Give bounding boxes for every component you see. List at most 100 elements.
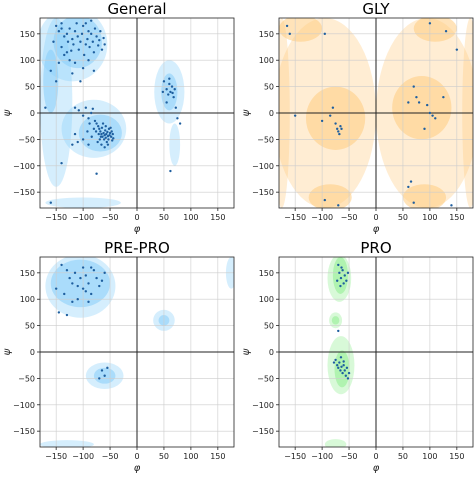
data-point (170, 85, 174, 88)
panel-pre-pro: −150 −100 −50 0 50 100 150 −150 −100 −50 0 50 100 150… (2, 239, 235, 474)
data-point (68, 27, 71, 30)
favored-region (413, 18, 457, 42)
data-point (54, 287, 58, 290)
data-point (109, 126, 112, 129)
data-point (339, 356, 343, 359)
favored-region (332, 257, 348, 294)
data-point (450, 204, 453, 207)
data-point (71, 37, 74, 41)
x-tick-label: 50 (159, 452, 169, 461)
x-axis-label: φ (373, 224, 380, 235)
data-point (100, 369, 104, 372)
data-point (95, 276, 98, 280)
panel-title: GLY (362, 0, 390, 18)
y-tick-label: −50 (257, 135, 274, 144)
data-point (79, 80, 82, 83)
data-point (49, 201, 52, 204)
data-point (337, 329, 340, 333)
data-point (337, 366, 340, 370)
x-axis-label: φ (134, 463, 141, 474)
data-point (81, 287, 85, 290)
y-tick-label: −50 (18, 374, 35, 383)
data-point (293, 114, 297, 117)
data-point (101, 122, 105, 125)
data-point (92, 69, 96, 72)
data-point (71, 282, 74, 285)
data-point (65, 313, 69, 317)
x-tick-label: 0 (373, 452, 378, 461)
data-point (89, 266, 93, 269)
data-point (81, 66, 85, 70)
y-tick-label: −100 (252, 401, 274, 410)
data-point (337, 263, 340, 267)
data-point (103, 43, 106, 46)
data-point (103, 374, 106, 377)
data-point (70, 49, 73, 52)
y-tick-label: 0 (269, 109, 274, 118)
y-tick-label: −50 (257, 374, 274, 383)
data-point (106, 130, 109, 134)
data-point (112, 137, 115, 140)
data-point (344, 374, 348, 377)
data-point (79, 40, 82, 43)
data-point (346, 377, 350, 380)
data-point (103, 146, 106, 149)
data-point (87, 282, 90, 285)
x-tick-label: −50 (341, 213, 358, 222)
data-point (72, 43, 75, 46)
data-point (332, 361, 336, 364)
y-tick-label: 0 (269, 348, 274, 357)
y-tick-label: 150 (259, 269, 274, 278)
data-point (104, 124, 107, 128)
data-point (339, 124, 342, 128)
data-point (95, 172, 98, 175)
y-tick-label: 100 (20, 295, 35, 304)
x-tick-label: −150 (45, 213, 67, 222)
data-point (345, 279, 348, 282)
data-point (100, 126, 104, 129)
favored-region (279, 18, 323, 42)
data-point (57, 311, 61, 314)
panel-pro: −150 −100 −50 0 50 100 150 −150 −100 −50 0 50 100 150… (241, 239, 474, 474)
data-point (93, 119, 97, 123)
panel-gly: −150 −100 −50 0 50 100 150 −150 −100 −50 0 50 100 150… (241, 0, 474, 235)
data-point (337, 204, 340, 207)
panel-title: General (107, 0, 166, 18)
data-point (92, 127, 96, 131)
data-point (339, 284, 342, 288)
x-tick-label: −50 (102, 213, 119, 222)
data-point (73, 29, 77, 33)
y-axis-label: ψ (241, 109, 252, 116)
data-point (336, 363, 339, 367)
favored-region (308, 184, 352, 208)
data-point (178, 122, 182, 125)
data-point (97, 132, 100, 136)
data-point (428, 111, 432, 115)
x-tick-label: −50 (102, 452, 119, 461)
x-axis-label: φ (134, 224, 141, 235)
data-point (100, 48, 104, 51)
allowed-region (40, 440, 94, 447)
favored-region (50, 259, 111, 308)
favored-region (331, 316, 340, 325)
data-point (100, 143, 103, 146)
data-point (99, 29, 102, 33)
data-point (346, 271, 350, 275)
data-point (49, 69, 52, 72)
data-point (102, 138, 106, 141)
data-point (323, 32, 327, 36)
data-point (86, 37, 89, 41)
favored-region (43, 49, 59, 113)
data-point (63, 292, 66, 296)
y-tick-label: 150 (259, 30, 274, 39)
data-point (434, 117, 437, 120)
data-point (95, 35, 98, 38)
x-tick-label: −150 (284, 452, 306, 461)
x-tick-label: −100 (311, 452, 333, 461)
x-tick-label: 0 (134, 452, 139, 461)
data-point (57, 61, 61, 65)
favored-region (78, 114, 122, 152)
y-tick-label: 150 (20, 30, 35, 39)
y-tick-label: 100 (20, 56, 35, 65)
data-point (66, 40, 70, 43)
